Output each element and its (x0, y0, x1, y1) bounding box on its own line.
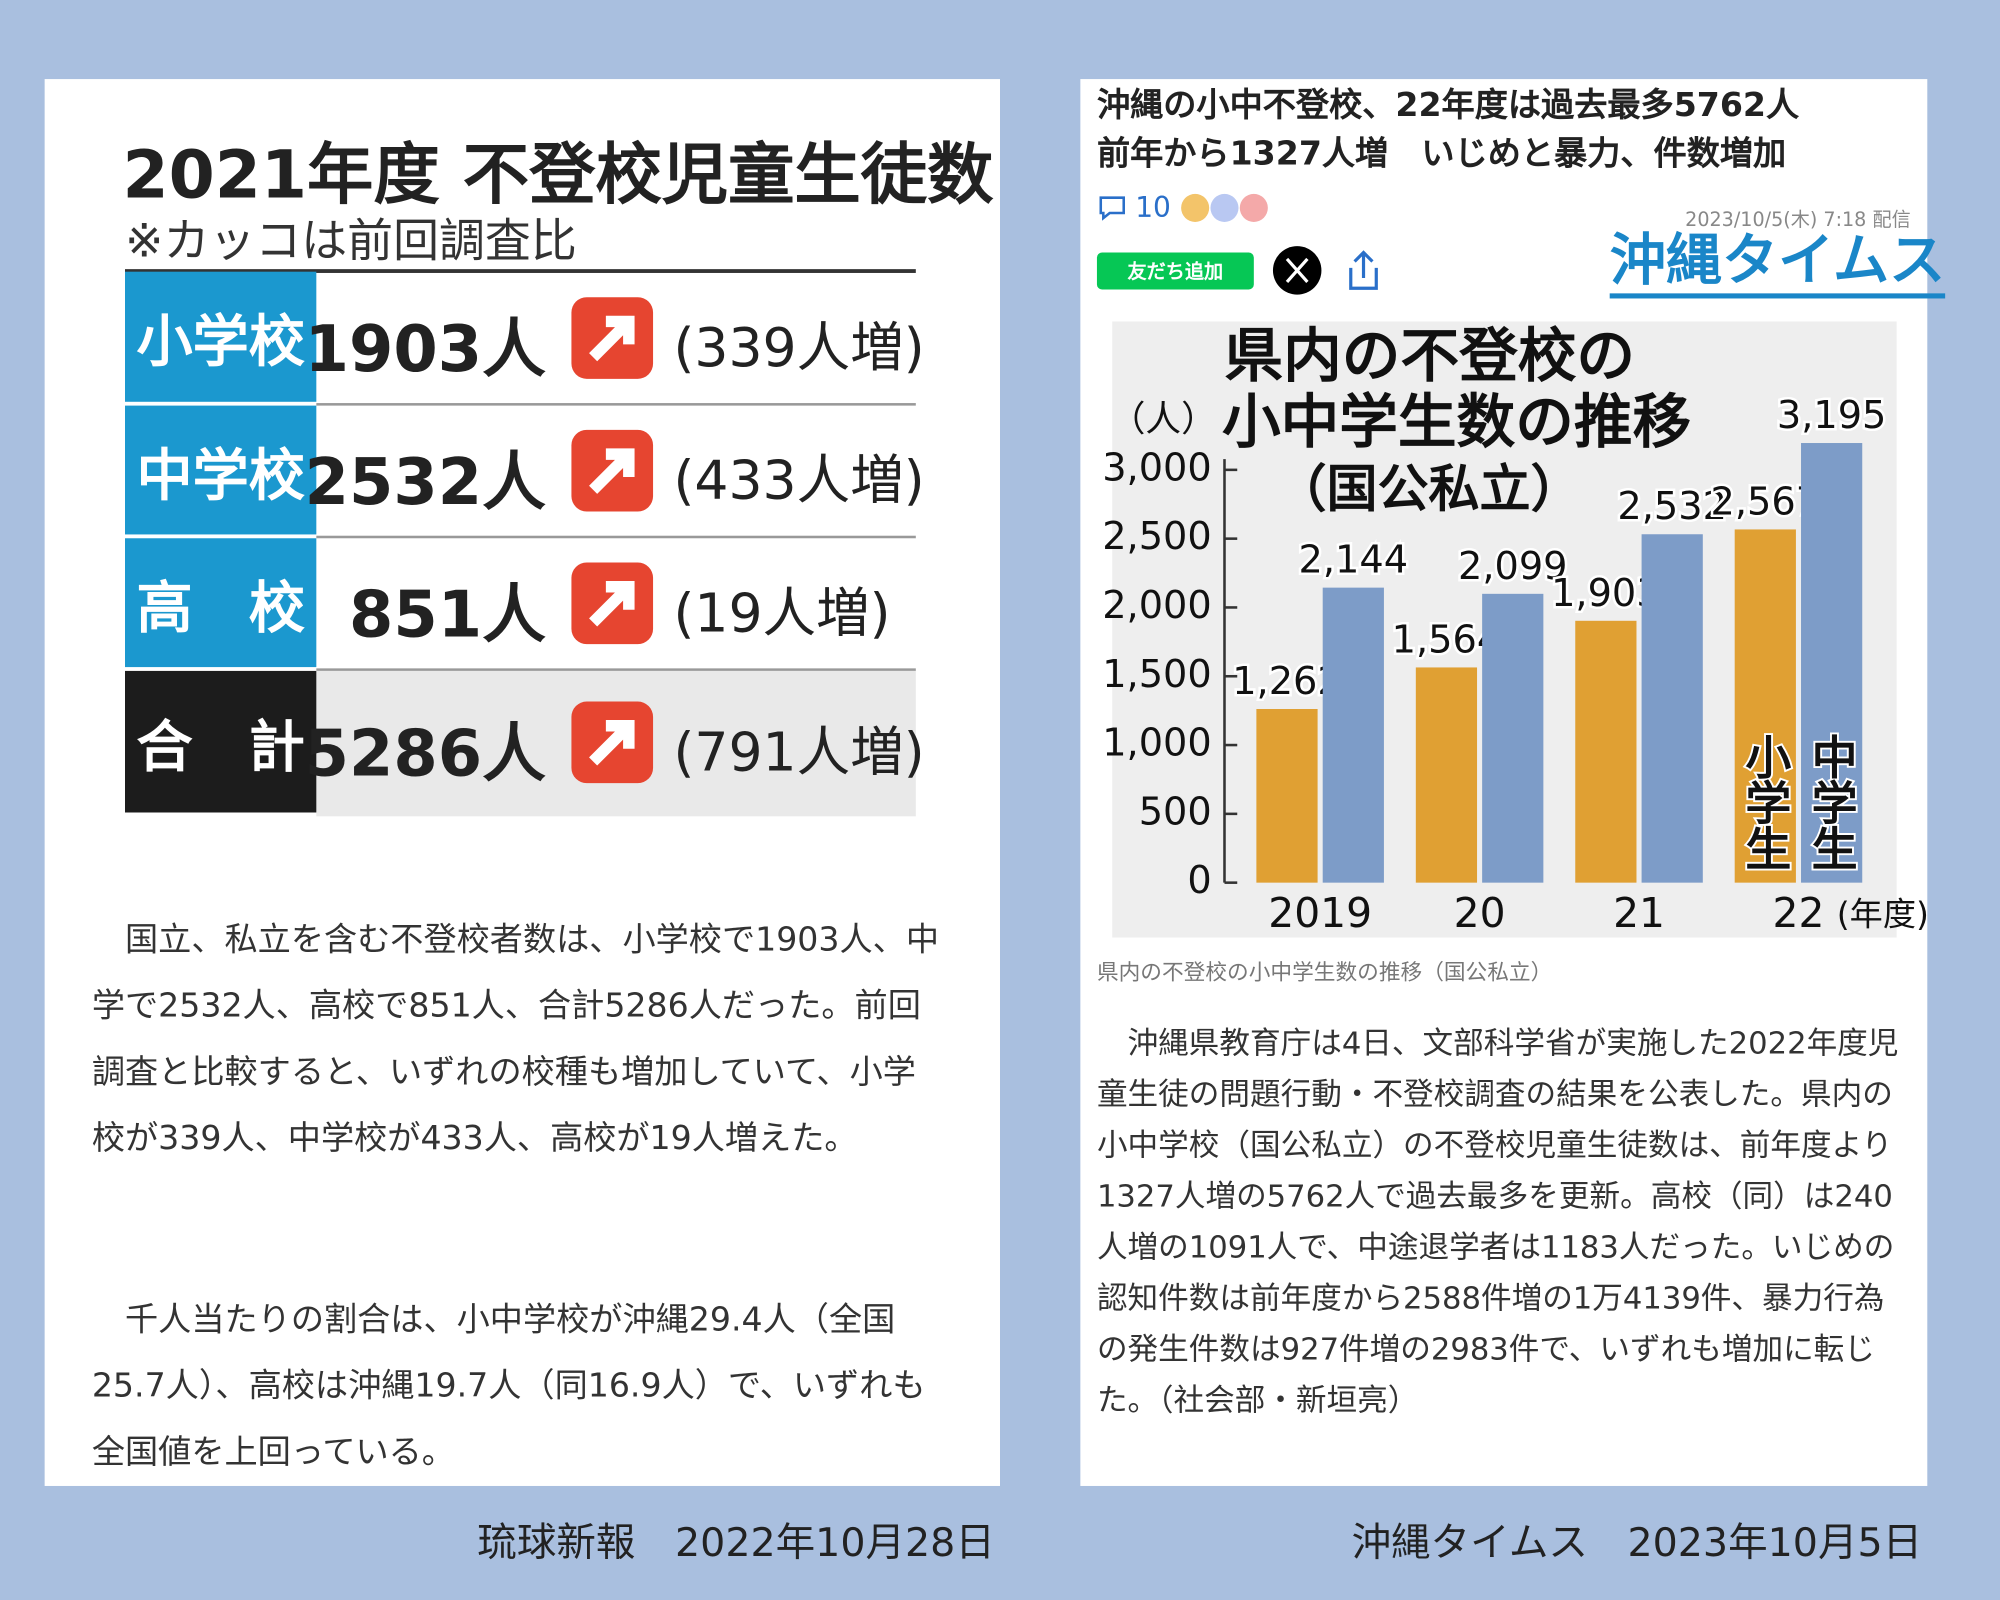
x-tick-label: 22 (1773, 889, 1825, 937)
paragraph: 国立、私立を含む不登校者数は、小学校で1903人、中学で2532人、高校で851… (91, 920, 939, 1159)
row-change: (433人増) (673, 448, 925, 512)
increase-icon (571, 296, 654, 379)
y-tick-label: 2,000 (1102, 583, 1212, 628)
chart-caption: 県内の不登校の小中学生数の推移（国公私立） (1096, 960, 1553, 986)
y-tick-label: 500 (1139, 789, 1212, 834)
legend-label: 中学生 (1805, 733, 1859, 871)
publish-date: 2023/10/5(木) 7:18 配信 (1685, 207, 1911, 231)
x-tick-label: 21 (1613, 889, 1665, 937)
value-label: 2,532 (1617, 484, 1727, 529)
row-count: 1903人 (304, 311, 546, 386)
paragraph: 千人当たりの割合は、小中学校が沖縄29.4人（全国25.7人）、高校は沖縄19.… (91, 1301, 926, 1472)
comment-count: 10 (1135, 191, 1171, 224)
value-label: 2,099 (1458, 544, 1568, 589)
headline: 沖縄の小中不登校、22年度は過去最多5762人 前年から1327人増 いじめと暴力… (1097, 82, 1799, 179)
table-note: ※カッコは前回調査比 (124, 215, 577, 268)
y-tick-label: 1,000 (1102, 721, 1212, 766)
row-count: 2532人 (304, 445, 546, 520)
line-add-button[interactable]: 友だち追加 (1096, 252, 1254, 290)
reaction-icons (1181, 193, 1268, 222)
comment-button[interactable]: 10 (1097, 191, 1270, 224)
x-tick-label: 20 (1454, 889, 1506, 937)
bar (1256, 709, 1318, 883)
y-tick-label: 3,000 (1102, 445, 1212, 490)
chart-title: 県内の不登校の (1224, 322, 1635, 390)
x-tick-label: 2019 (1268, 889, 1372, 937)
icon-arrow (589, 580, 635, 627)
chart: 県内の不登校の 小中学生数の推移 （国公私立） （人） 0 500 1,000 1,5… (1102, 321, 1929, 938)
row-change: (791人増) (673, 720, 925, 784)
y-tick-label: 0 (1187, 858, 1211, 903)
icon-arrow (589, 448, 635, 494)
table-title: 2021年度 不登校児童生徒数 (122, 137, 994, 215)
bar (1482, 593, 1544, 883)
y-axis-label: （人） (1110, 399, 1217, 440)
row-label: 中学校 (124, 405, 317, 535)
row-change: (19人増) (673, 581, 891, 645)
value-label: 2,144 (1299, 538, 1409, 583)
row-label: 合 計 (124, 670, 317, 813)
row-change: (339人増) (673, 315, 925, 379)
bar (1575, 620, 1637, 883)
bar (1801, 443, 1863, 883)
row-rule (316, 535, 916, 539)
share-button[interactable] (1344, 247, 1382, 293)
source-caption: 沖縄タイムス 2023年10月5日 (1351, 1520, 1923, 1567)
y-tick-label: 2,500 (1102, 514, 1212, 559)
x-share-button[interactable] (1272, 245, 1323, 296)
chart-title: 小中学生数の推移 (1222, 388, 1691, 456)
increase-icon (571, 562, 654, 645)
row-count: 851人 (349, 577, 546, 652)
table-rule (124, 269, 916, 273)
row-rule (316, 403, 916, 406)
bar (1415, 667, 1478, 883)
increase-icon (571, 701, 654, 784)
bar (1641, 534, 1703, 883)
row-count: 5286人 (304, 716, 546, 791)
y-tick-label: 1,500 (1102, 652, 1212, 697)
chart-subtitle: （国公私立） (1276, 460, 1582, 519)
x-unit: (年度) (1837, 894, 1929, 933)
bar (1734, 529, 1796, 883)
row-label: 小学校 (124, 271, 317, 402)
row-rule (316, 668, 916, 671)
increase-icon (571, 429, 654, 512)
paragraph: 沖縄県教育庁は4日、文部科学省が実施した2022年度児童生徒の問題行動・不登校調… (1096, 1025, 1899, 1419)
logo: 沖縄タイムス (1609, 229, 1946, 299)
row-label: 高 校 (124, 538, 317, 668)
icon-arrow (589, 315, 635, 361)
value-label: 3,195 (1777, 393, 1887, 438)
bar (1322, 587, 1384, 883)
icon-arrow (589, 720, 635, 766)
headline-line: 前年から1327人増 いじめと暴力、件数増加 (1096, 135, 1787, 174)
source-caption: 琉球新報 2022年10月28日 (477, 1520, 995, 1567)
legend-label: 小学生 (1738, 733, 1792, 871)
comment-icon (1099, 196, 1125, 221)
headline-line: 沖縄の小中不登校、22年度は過去最多5762人 (1096, 86, 1800, 125)
